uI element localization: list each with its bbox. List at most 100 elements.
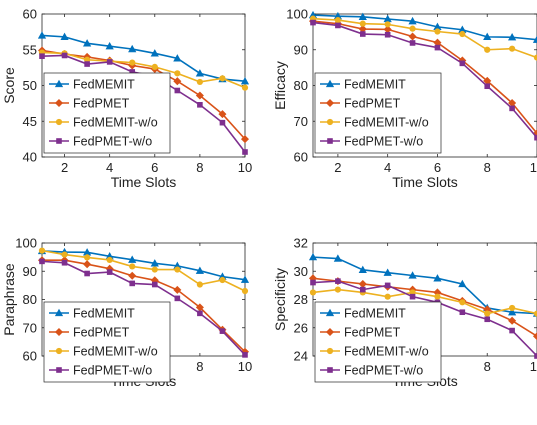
data-point [359,20,366,27]
data-point [106,59,113,65]
data-point [195,69,204,77]
series-line [312,288,537,315]
data-point [242,149,248,155]
data-point [532,35,537,43]
data-point [197,310,203,317]
x-tick-label: 4 [384,160,391,175]
data-point [335,22,341,29]
plot-area [309,10,537,141]
data-point [484,83,491,90]
data-point [129,280,136,287]
x-tick-label: 6 [434,160,441,175]
plot-area [309,252,537,359]
data-point [128,44,137,53]
series-line [41,249,246,292]
data-point [459,299,466,306]
data-point [310,279,316,286]
data-point [38,31,47,39]
legend-label: FedPMET [73,326,130,340]
data-point [241,287,249,295]
series-FedPMET-w/o [39,258,248,358]
data-point [359,286,366,293]
data-point [174,266,181,273]
legend-label: FedMEMIT-w/o [344,116,429,130]
data-point [333,254,342,262]
series-line [312,20,537,134]
data-point [195,266,204,274]
y-tick-label: 50 [23,78,37,93]
legend-marker [325,308,335,317]
data-point [384,31,391,38]
data-point [310,19,316,26]
data-point [409,25,416,32]
data-point [83,39,92,47]
legend-marker [325,79,335,88]
legend: FedMEMIT FedPMET FedMEMIT-w/o FedPMET-w/o [43,72,171,154]
data-point [408,16,417,25]
legend-box [314,72,442,154]
data-point [84,270,90,277]
y-tick-label: 80 [23,292,37,307]
data-point [334,286,341,293]
data-point [106,269,113,275]
data-point [39,258,45,265]
y-tick-label: 40 [23,150,37,165]
data-point [534,134,537,141]
data-point [105,41,114,50]
data-point [509,304,516,312]
data-point [174,70,181,77]
series-line [42,259,246,353]
data-point [484,46,491,53]
legend-marker [326,118,334,126]
data-point [408,32,417,41]
x-tick-label: 10 [238,160,252,175]
data-point [173,285,182,294]
legend-label: FedMEMIT-w/o [344,345,429,359]
y-tick-label: 28 [294,292,308,307]
data-point [84,254,91,261]
data-point [334,16,341,24]
data-point [242,352,248,358]
data-point [218,110,227,119]
data-point [484,310,491,317]
series-line [312,17,537,59]
y-tick-label: 90 [294,42,308,57]
x-tick-label: 2 [334,160,341,175]
data-point [434,44,441,51]
data-point [61,251,68,258]
legend-label: FedMEMIT [344,78,406,92]
data-point [219,75,226,82]
x-tick-label: 8 [196,160,203,175]
data-point [195,91,204,100]
y-axis-label: Paraphrase [1,263,17,336]
data-point [60,32,69,41]
legend: FedMEMIT FedPMET FedMEMIT-w/o FedPMET-w/o [43,301,171,383]
series-line [41,51,246,89]
subplot-3: 24681060708090100Time SlotsParaphraseFed… [1,236,252,390]
series-FedMEMIT-w/o [38,247,249,295]
data-point [509,327,515,334]
x-tick-label: 10 [238,359,252,374]
data-point [533,54,537,61]
y-tick-label: 24 [294,349,308,364]
y-tick-label: 26 [294,320,308,335]
y-tick-label: 80 [294,78,308,93]
data-point [358,279,367,288]
data-point [459,60,466,67]
data-point [173,77,182,86]
data-point [409,293,416,300]
legend-label: FedPMET-w/o [73,364,152,378]
legend-label: FedMEMIT-w/o [73,345,158,359]
x-tick-label: 2 [61,160,68,175]
legend-box [314,301,442,383]
data-point [459,309,466,316]
data-point [309,252,318,261]
data-point [358,12,367,21]
legend-label: FedMEMIT [73,78,135,92]
data-point [434,28,441,35]
data-point [383,268,392,276]
data-point [508,316,517,325]
series-line [41,260,246,356]
x-tick-label: 8 [484,160,491,175]
